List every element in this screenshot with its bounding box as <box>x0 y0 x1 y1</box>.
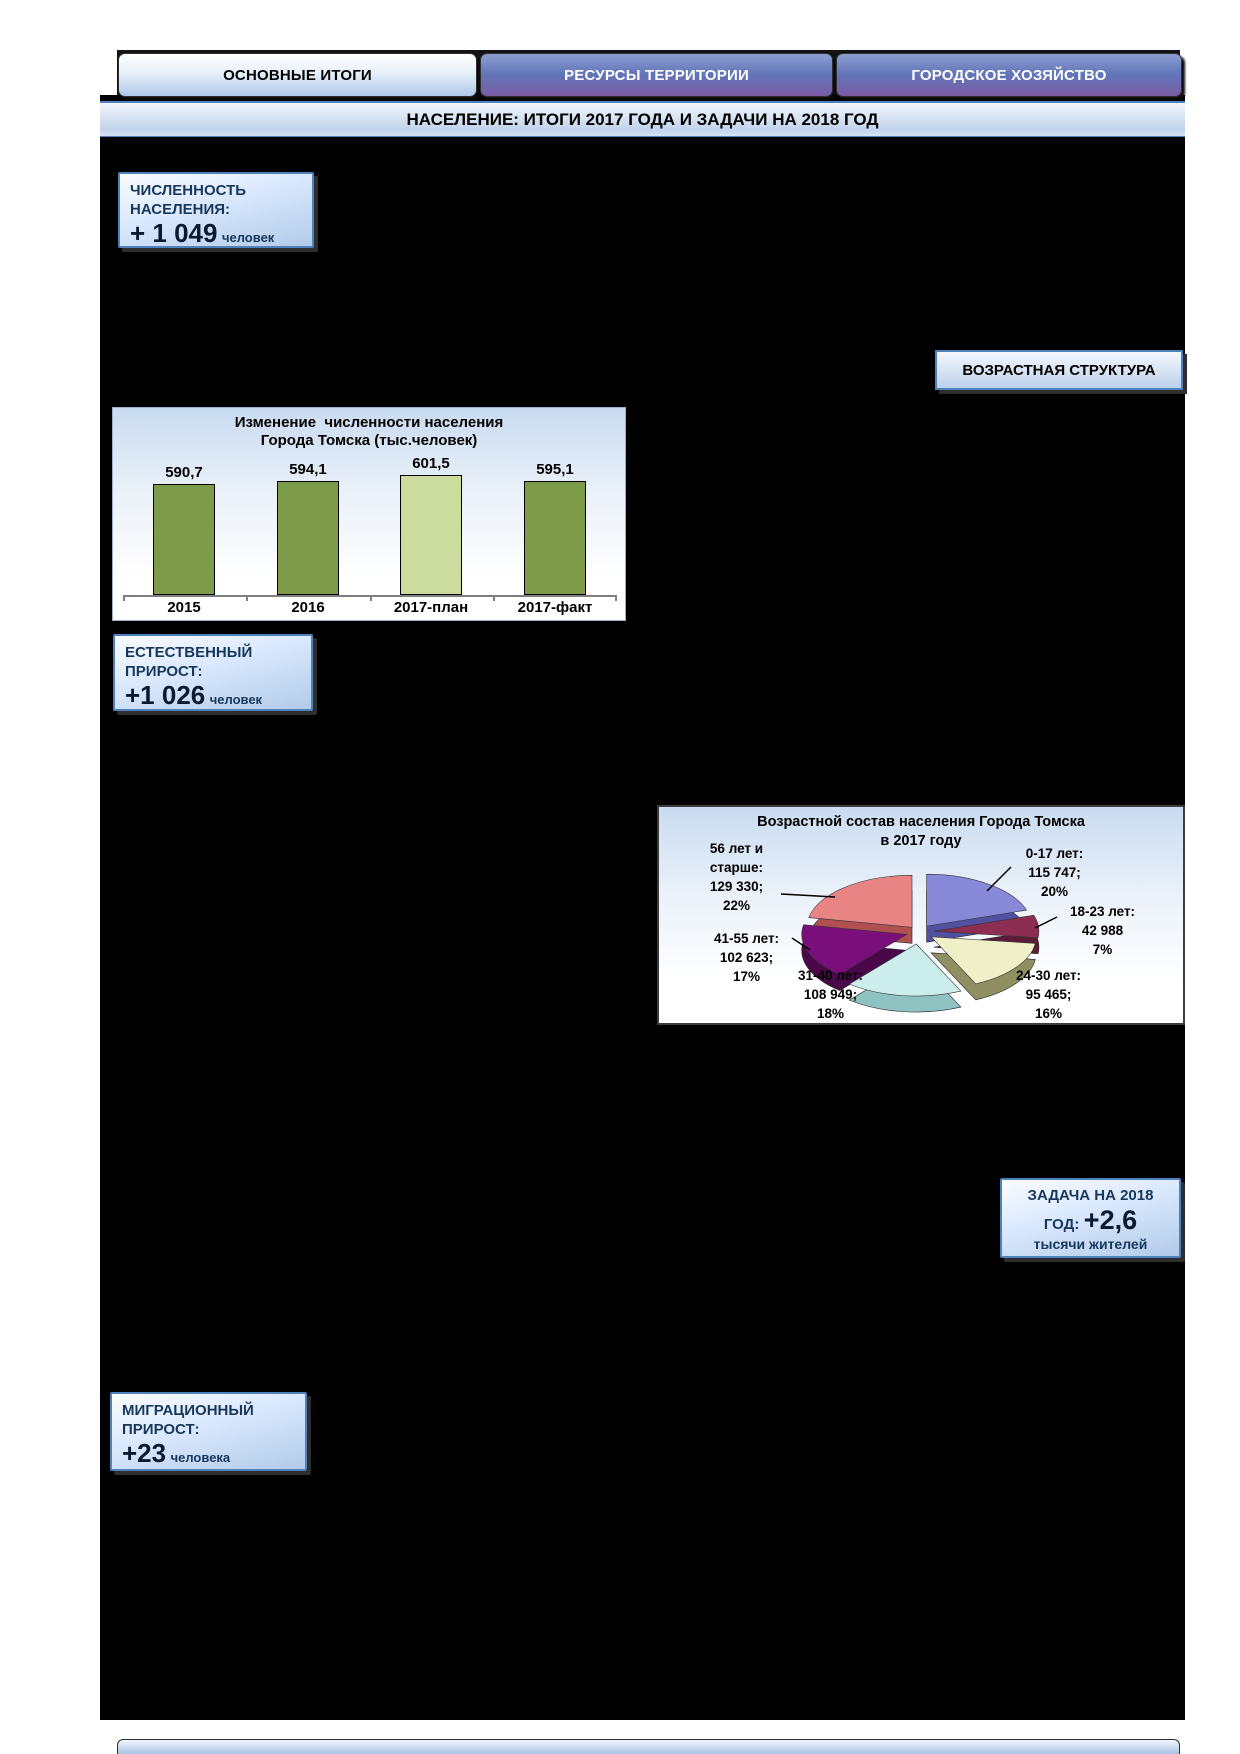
pie-leader-line-41-55 лет <box>791 937 811 951</box>
callout-natural-growth-value: +1 026 <box>125 680 206 710</box>
bar-2016 <box>277 481 339 595</box>
callout-task-2018: ЗАДАЧА НА 2018 ГОД: +2,6 тысячи жителей <box>1000 1178 1181 1258</box>
callout-task-2018-prefix: ГОД: <box>1043 1216 1080 1233</box>
bar-chart-panel: Изменение численности населения Города Т… <box>112 407 626 621</box>
bar-category-label-2015: 2015 <box>167 599 201 616</box>
pie-label-line: 95 465; <box>1025 987 1072 1002</box>
pie-slice-41-55 лет <box>801 924 908 975</box>
pie-label-line: 102 623; <box>719 950 774 965</box>
pie-label-line: 41-55 лет: <box>713 931 780 946</box>
pie-label-line: 129 330; <box>709 879 764 894</box>
pie-label-line: 115 747; <box>1028 865 1081 880</box>
pie-chart-title-line2: в 2017 году <box>880 833 962 849</box>
tab-city-economy-label: ГОРОДСКОЕ ХОЗЯЙСТВО <box>911 66 1107 84</box>
bar-value-label-2017-план: 601,5 <box>412 455 450 472</box>
pie-label-24-30 лет: 24-30 лет: 95 465; 16% <box>1001 966 1096 1023</box>
pie-slice-56 лет и старше <box>808 874 913 928</box>
pie-leader-line-18-23 лет <box>1034 916 1058 929</box>
bar-value-label-2015: 590,7 <box>165 464 203 481</box>
tab-main-results[interactable]: ОСНОВНЫЕ ИТОГИ <box>118 53 477 97</box>
bar-chart-title-line1: Изменение численности населения <box>234 414 504 431</box>
pie-label-line: 7% <box>1092 942 1113 957</box>
callout-migration-growth-heading: МИГРАЦИОННЫЙ ПРИРОСТ: <box>122 1402 254 1438</box>
bar-value-label-2016: 594,1 <box>289 461 327 478</box>
callout-task-2018-line1: ЗАДАЧА НА 2018 <box>1027 1187 1154 1204</box>
axis-tick <box>615 595 617 601</box>
axis-tick <box>493 595 495 601</box>
axis-tick <box>246 595 248 601</box>
pie-label-line: старше: <box>709 860 764 875</box>
pie-label-line: 18% <box>816 1006 845 1021</box>
bar-chart-title-line2: Города Томска (тыс.человек) <box>260 432 478 449</box>
pie-label-line: 18-23 лет: <box>1069 904 1136 919</box>
pie-label-18-23 лет: 18-23 лет: 42 988 7% <box>1055 902 1150 959</box>
pie-label-line: 17% <box>732 969 761 984</box>
callout-population-unit: человек <box>221 230 275 245</box>
section-label-age-structure: ВОЗРАСТНАЯ СТРУКТУРА <box>935 350 1183 390</box>
pie-slice-31-40 лет <box>848 943 962 997</box>
pie-leader-line-56 лет и старше <box>780 893 836 898</box>
callout-natural-growth: ЕСТЕСТВЕННЫЙ ПРИРОСТ: +1 026 человек <box>113 634 313 711</box>
next-page-tab-strip <box>117 1739 1180 1754</box>
bar-category-label-2017-план: 2017-план <box>393 599 469 616</box>
pie-label-line: 0-17 лет: <box>1025 846 1084 861</box>
callout-natural-growth-heading: ЕСТЕСТВЕННЫЙ ПРИРОСТ: <box>125 644 253 680</box>
tab-territory-resources-label: РЕСУРСЫ ТЕРРИТОРИИ <box>564 66 749 84</box>
callout-migration-growth-unit: человека <box>170 1450 231 1465</box>
callout-population-heading: ЧИСЛЕННОСТЬ НАСЕЛЕНИЯ: <box>130 182 247 218</box>
pie-label-56 лет и старше: 56 лет и старше: 129 330; 22% <box>689 839 784 915</box>
bar-2015 <box>153 484 215 595</box>
pie-label-31-40 лет: 31-40 лет: 108 949; 18% <box>783 966 878 1023</box>
bar-category-label-2016: 2016 <box>291 599 325 616</box>
pie-chart-title-line1: Возрастной состав населения Города Томск… <box>757 814 1085 830</box>
pie-label-0-17 лет: 0-17 лет: 115 747; 20% <box>1007 844 1102 901</box>
callout-task-2018-line3: тысячи жителей <box>1033 1236 1148 1252</box>
bar-value-label-2017-факт: 595,1 <box>536 461 574 478</box>
pie-label-41-55 лет: 41-55 лет: 102 623; 17% <box>699 929 794 986</box>
pie-chart-panel: Возрастной состав населения Города Томск… <box>657 805 1185 1025</box>
page-title-bar: НАСЕЛЕНИЕ: ИТОГИ 2017 ГОДА И ЗАДАЧИ НА 2… <box>100 101 1185 137</box>
tab-main-results-label: ОСНОВНЫЕ ИТОГИ <box>223 66 372 84</box>
pie-label-line: 56 лет и <box>709 841 764 856</box>
pie-label-line: 42 988 <box>1081 923 1124 938</box>
tab-city-economy[interactable]: ГОРОДСКОЕ ХОЗЯЙСТВО <box>836 53 1182 97</box>
pie-slice-0-17 лет <box>926 873 1028 927</box>
pie-slice-24-30 лет <box>930 936 1036 985</box>
page-title: НАСЕЛЕНИЕ: ИТОГИ 2017 ГОДА И ЗАДАЧИ НА 2… <box>406 109 879 129</box>
callout-population-count: ЧИСЛЕННОСТЬ НАСЕЛЕНИЯ: + 1 049 человек <box>118 172 314 248</box>
callout-natural-growth-unit: человек <box>209 692 263 707</box>
pie-chart-graphic <box>780 866 1058 1013</box>
pie-label-line: 22% <box>722 898 751 913</box>
callout-task-2018-value: +2,6 <box>1083 1205 1138 1235</box>
pie-label-line: 108 949; <box>803 987 858 1002</box>
callout-migration-growth: МИГРАЦИОННЫЙ ПРИРОСТ: +23 человека <box>110 1392 307 1471</box>
section-label-age-structure-text: ВОЗРАСТНАЯ СТРУКТУРА <box>962 361 1156 379</box>
axis-tick <box>123 595 125 601</box>
pie-leader-line-0-17 лет <box>986 866 1012 892</box>
pie-label-line: 31-40 лет: <box>797 968 864 983</box>
callout-migration-growth-value: +23 <box>122 1438 167 1468</box>
pie-label-line: 16% <box>1034 1006 1063 1021</box>
bar-category-label-2017-факт: 2017-факт <box>517 599 593 616</box>
pie-label-line: 20% <box>1040 884 1069 899</box>
tab-territory-resources[interactable]: РЕСУРСЫ ТЕРРИТОРИИ <box>480 53 833 97</box>
callout-population-value: + 1 049 <box>130 218 218 248</box>
bar-2017-план <box>400 475 462 595</box>
axis-tick <box>370 595 372 601</box>
bar-2017-факт <box>524 481 586 595</box>
pie-label-line: 24-30 лет: <box>1015 968 1082 983</box>
